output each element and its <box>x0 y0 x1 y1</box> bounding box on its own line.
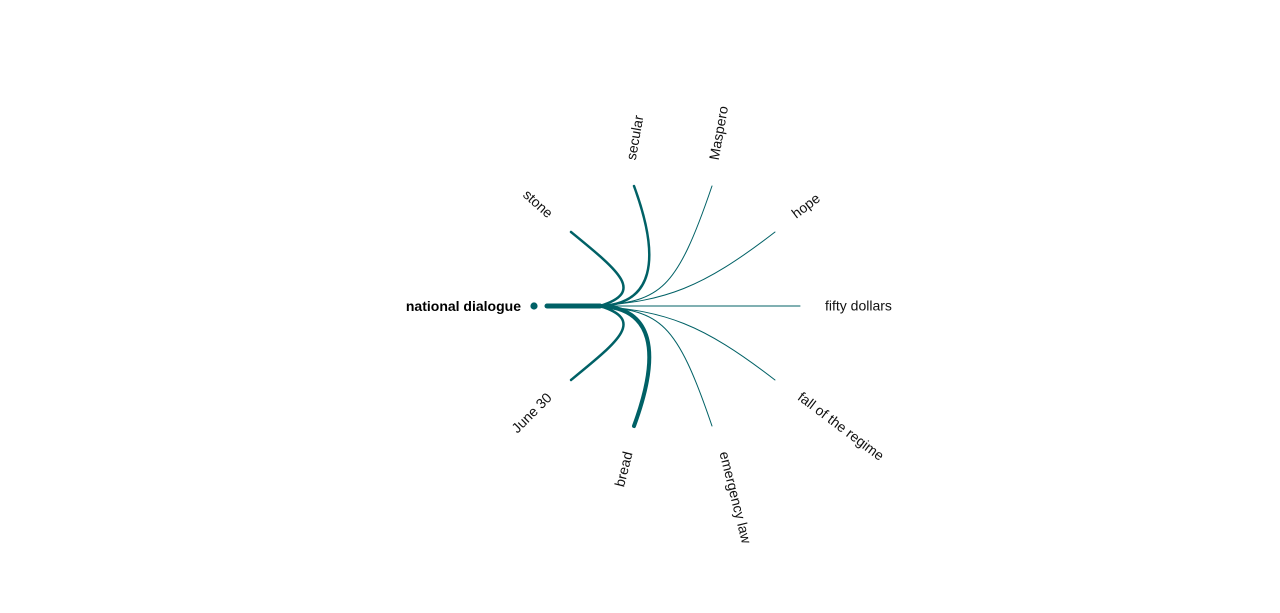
node-label-fifty-dollars[interactable]: fifty dollars <box>825 298 892 314</box>
node-label-june-30[interactable]: June 30 <box>508 389 555 436</box>
node-label-emergency-law[interactable]: emergency law <box>716 450 755 546</box>
edge-stone <box>569 230 625 308</box>
node-label-stone[interactable]: stone <box>520 186 556 221</box>
center-node: national dialogue <box>406 298 603 314</box>
node-label-fall-of-the-regime[interactable]: fall of the regime <box>795 389 887 464</box>
edge-secular <box>598 184 651 308</box>
edge-bread <box>598 304 652 428</box>
node-label-maspero[interactable]: Maspero <box>706 105 731 162</box>
edge-maspero <box>599 185 713 307</box>
node-label-secular[interactable]: secular <box>623 114 647 162</box>
node-labels: secular Maspero hope fifty dollars fall of t… <box>508 105 892 546</box>
edge-hope <box>599 231 776 307</box>
node-label-hope[interactable]: hope <box>788 190 823 222</box>
center-dot <box>530 302 538 310</box>
center-label: national dialogue <box>406 298 521 314</box>
edge-emergency-law <box>599 305 713 427</box>
edge-fall-of-the-regime <box>599 305 776 381</box>
node-label-bread[interactable]: bread <box>611 450 635 489</box>
association-edges <box>569 184 801 428</box>
edge-june-30 <box>569 304 625 382</box>
